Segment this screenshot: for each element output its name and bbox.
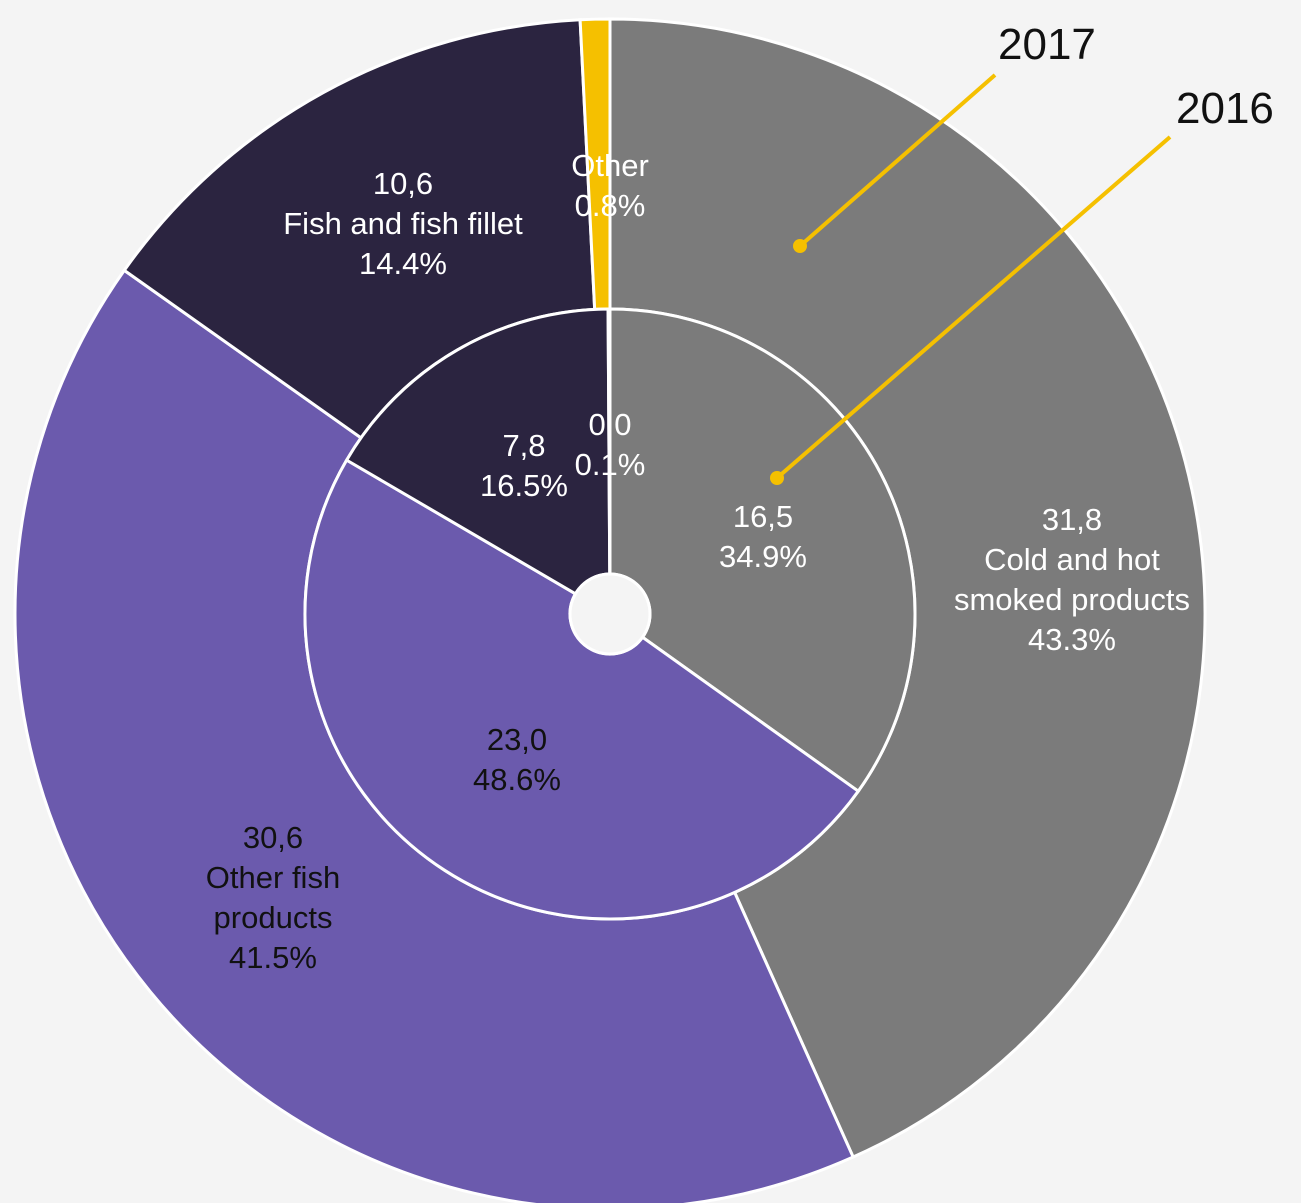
amount-label: 10,6 <box>372 166 434 201</box>
percent-label: 0.1% <box>574 447 646 482</box>
data-label: 0,0 0.1% <box>550 405 670 485</box>
percent-label: 0.8% <box>574 188 646 223</box>
category-label: Fish and fish fillet <box>283 206 523 241</box>
data-label: 30,6 Other fish products 41.5% <box>168 818 378 978</box>
percent-label: 34.9% <box>719 539 807 574</box>
ring-label: 2016 <box>1176 84 1274 133</box>
category-label: Cold and hot smoked products <box>953 542 1191 617</box>
data-label: 7,8 16.5% <box>454 426 594 506</box>
leader-line <box>775 135 1172 480</box>
amount-label: 31,8 <box>1041 502 1103 537</box>
percent-label: 41.5% <box>229 940 317 975</box>
leader-line <box>798 73 997 248</box>
center-hole <box>568 572 652 656</box>
data-label: 10,6 Fish and fish fillet 14.4% <box>278 164 528 284</box>
amount-label: 0,0 <box>588 407 632 442</box>
category-label: Other fish products <box>205 860 341 935</box>
category-label: Other <box>571 148 649 183</box>
data-label: Other 0.8% <box>550 146 670 226</box>
amount-label: 7,8 <box>502 428 546 463</box>
leader-dot <box>770 471 784 485</box>
percent-label: 48.6% <box>473 762 561 797</box>
percent-label: 43.3% <box>1028 622 1116 657</box>
amount-label: 30,6 <box>242 820 304 855</box>
percent-label: 14.4% <box>359 246 447 281</box>
percent-label: 16.5% <box>480 468 568 503</box>
data-label: 16,5 34.9% <box>683 497 843 577</box>
leader-dot <box>793 239 807 253</box>
ring-label: 2017 <box>998 20 1096 69</box>
amount-label: 23,0 <box>486 722 548 757</box>
data-label: 23,0 48.6% <box>437 720 597 800</box>
data-label: 31,8 Cold and hot smoked products 43.3% <box>942 500 1202 660</box>
amount-label: 16,5 <box>732 499 794 534</box>
